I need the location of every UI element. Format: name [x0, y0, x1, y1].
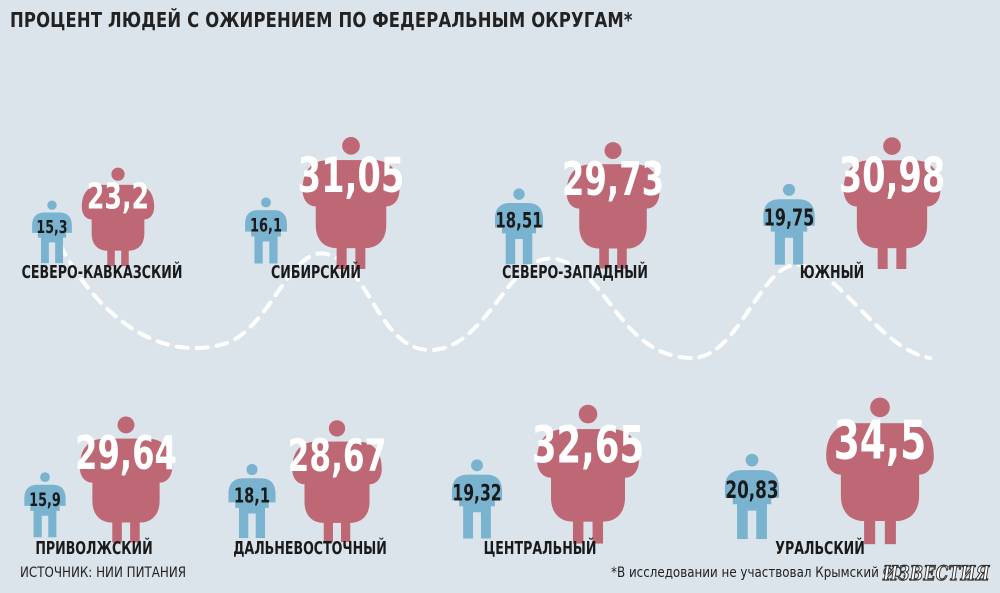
adults-value-label: 29,64 — [75, 427, 177, 481]
izvestia-logo: ИЗВЕСТИЯ — [883, 560, 990, 585]
children-value-label: 18,1 — [234, 484, 270, 507]
district-name-label: ЦЕНТРАЛЬНЫЙ — [484, 537, 597, 558]
footnote-text: *В исследовании не участвовал Крымский Ф… — [611, 565, 906, 581]
district-name-label: СЕВЕРО-ЗАПАДНЫЙ — [502, 261, 648, 282]
adults-value-label: 28,67 — [288, 431, 387, 482]
children-value-label: 19,32 — [452, 480, 501, 506]
district-name-label: ПРИВОЛЖСКИЙ — [35, 537, 152, 558]
adults-value-label: 32,65 — [532, 416, 644, 475]
district-name-label: СИБИРСКИЙ — [271, 261, 361, 282]
adults-value-label: 31,05 — [298, 149, 405, 205]
children-value-label: 19,75 — [764, 204, 814, 231]
district-name-label: УРАЛЬСКИЙ — [775, 537, 865, 558]
children-value-label: 20,83 — [725, 477, 778, 505]
adults-value-label: 23,2 — [87, 175, 149, 217]
adults-value-label: 34,5 — [834, 410, 927, 472]
children-value-label: 15,9 — [29, 489, 61, 510]
dashed-path — [58, 243, 932, 361]
adults-value-label: 29,73 — [562, 152, 664, 206]
children-value-label: 15,3 — [36, 216, 67, 237]
children-value-label: 18,51 — [495, 209, 542, 234]
district-name-label: ЮЖНЫЙ — [800, 261, 864, 282]
chart-title: ПРОЦЕНТ ЛЮДЕЙ С ОЖИРЕНИЕМ ПО ФЕДЕРАЛЬНЫМ… — [10, 8, 633, 32]
district-name-label: СЕВЕРО-КАВКАЗСКИЙ — [22, 261, 183, 282]
source-text: ИСТОЧНИК: НИИ ПИТАНИЯ — [20, 565, 187, 581]
adults-value-label: 30,98 — [839, 149, 946, 205]
district-name-label: ДАЛЬНЕВОСТОЧНЫЙ — [233, 537, 387, 558]
children-value-label: 16,1 — [250, 215, 282, 236]
